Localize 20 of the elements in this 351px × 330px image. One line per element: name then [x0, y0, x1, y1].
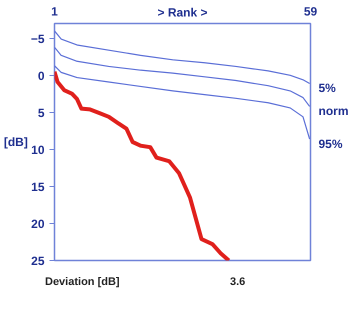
y-axis-title: [dB]	[4, 135, 28, 149]
text: 3.6	[230, 275, 246, 290]
y-tick-label: 25	[31, 254, 45, 268]
x-axis-title: > Rank >	[157, 6, 208, 20]
y-tick-label: 5	[38, 106, 45, 120]
text: Deviation [dB]	[45, 275, 120, 290]
y-tick-label: −5	[30, 32, 45, 46]
x-tick-label: 1	[51, 4, 58, 18]
line-series	[54, 30, 310, 84]
y-tick-label: 15	[31, 180, 45, 194]
x-tick-label: 59	[304, 4, 318, 18]
series-label: 95%	[318, 136, 343, 151]
series-label: norm	[318, 104, 348, 118]
line-series	[54, 65, 310, 140]
y-tick-label: 10	[31, 142, 45, 157]
line-series	[54, 70, 231, 260]
line-series	[54, 46, 310, 108]
y-tick-label: 20	[31, 216, 45, 231]
y-tick-label: 0	[38, 68, 45, 83]
series-label: 5%	[318, 81, 336, 96]
